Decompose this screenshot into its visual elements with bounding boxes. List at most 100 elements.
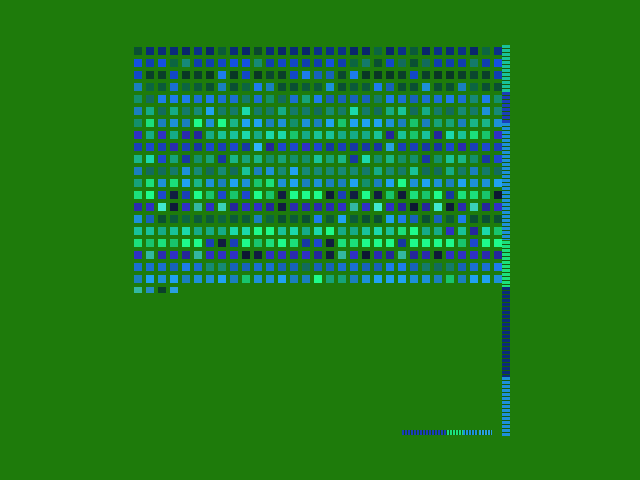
grid-tile: [470, 143, 478, 151]
grid-tile: [290, 239, 298, 247]
grid-tile: [458, 131, 466, 139]
grid-tile: [158, 179, 166, 187]
grid-tile: [134, 155, 142, 163]
grid-tile: [374, 263, 382, 271]
grid-tile: [422, 179, 430, 187]
grid-tile: [218, 263, 226, 271]
grid-tile: [326, 179, 334, 187]
grid-tile: [182, 119, 190, 127]
grid-tile: [134, 47, 142, 55]
grid-tile: [266, 143, 274, 151]
grid-tile: [314, 191, 322, 199]
grid-tile: [494, 143, 502, 151]
grid-tile: [182, 47, 190, 55]
grid-tile: [386, 179, 394, 187]
grid-tile: [434, 251, 442, 259]
grid-tile: [446, 107, 454, 115]
grid-tile: [314, 71, 322, 79]
grid-tile: [170, 215, 178, 223]
grid-tile: [458, 275, 466, 283]
grid-tile: [494, 107, 502, 115]
grid-tile: [470, 59, 478, 67]
grid-tile: [386, 191, 394, 199]
grid-tile: [158, 227, 166, 235]
grid-tile: [230, 119, 238, 127]
grid-tile: [182, 215, 190, 223]
grid-tile: [362, 275, 370, 283]
grid-tile: [386, 119, 394, 127]
grid-tile: [434, 71, 442, 79]
vertical-strip-segment: [502, 45, 510, 92]
grid-tile: [194, 47, 202, 55]
grid-tile: [374, 95, 382, 103]
grid-tile: [170, 275, 178, 283]
grid-tile: [362, 179, 370, 187]
grid-tile: [158, 203, 166, 211]
grid-tile: [230, 167, 238, 175]
grid-tile: [302, 215, 310, 223]
grid-tile: [374, 155, 382, 163]
grid-tile: [338, 131, 346, 139]
grid-tile: [182, 275, 190, 283]
grid-tile: [254, 119, 262, 127]
grid-tile: [302, 263, 310, 271]
grid-tile: [158, 215, 166, 223]
grid-tile: [494, 215, 502, 223]
grid-tile: [170, 179, 178, 187]
grid-tile: [422, 227, 430, 235]
grid-tile: [194, 191, 202, 199]
grid-tile: [422, 215, 430, 223]
grid-tile: [302, 143, 310, 151]
grid-tile: [206, 227, 214, 235]
grid-tile: [290, 83, 298, 91]
grid-tile: [230, 143, 238, 151]
grid-tile: [170, 239, 178, 247]
grid-tile: [350, 59, 358, 67]
grid-tile: [254, 59, 262, 67]
grid-tile: [338, 203, 346, 211]
grid-tile: [170, 95, 178, 103]
grid-tile: [278, 143, 286, 151]
grid-tile: [266, 167, 274, 175]
grid-tile: [242, 143, 250, 151]
grid-tile: [422, 95, 430, 103]
grid-tile: [170, 107, 178, 115]
grid-tile: [230, 275, 238, 283]
grid-tile: [410, 71, 418, 79]
grid-tile: [494, 191, 502, 199]
grid-tile: [302, 59, 310, 67]
grid-tile: [314, 95, 322, 103]
grid-tile: [374, 119, 382, 127]
grid-tile: [314, 251, 322, 259]
grid-tile: [290, 227, 298, 235]
grid-tile: [446, 155, 454, 163]
grid-tile: [458, 215, 466, 223]
grid-tile: [422, 71, 430, 79]
grid-tile: [338, 263, 346, 271]
grid-tile: [146, 71, 154, 79]
grid-tile: [494, 251, 502, 259]
grid-tile: [242, 83, 250, 91]
grid-tile: [470, 191, 478, 199]
grid-tile: [470, 275, 478, 283]
grid-tile: [374, 59, 382, 67]
grid-tile: [158, 143, 166, 151]
grid-tile: [206, 263, 214, 271]
grid-tile: [206, 143, 214, 151]
grid-tile: [446, 131, 454, 139]
grid-tile: [458, 107, 466, 115]
grid-tile: [182, 155, 190, 163]
grid-tile: [326, 203, 334, 211]
grid-tile: [218, 191, 226, 199]
grid-tile: [422, 155, 430, 163]
grid-tile: [410, 191, 418, 199]
grid-tile: [338, 215, 346, 223]
grid-tile: [278, 275, 286, 283]
grid-tile: [482, 71, 490, 79]
grid-tile: [242, 215, 250, 223]
grid-tile: [386, 95, 394, 103]
grid-tile: [158, 155, 166, 163]
grid-tile: [230, 239, 238, 247]
grid-tile: [410, 143, 418, 151]
grid-tile: [242, 251, 250, 259]
